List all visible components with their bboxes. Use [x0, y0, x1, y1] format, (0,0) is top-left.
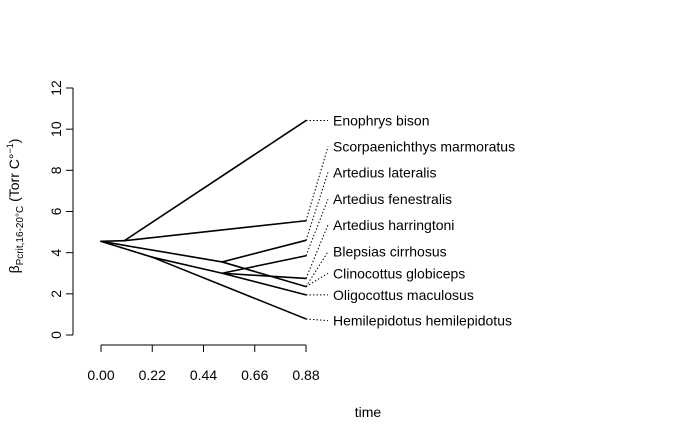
x-tick-label: 0.22: [139, 367, 166, 383]
tip-labels: Enophrys bison Scorpaenichthys marmoratus…: [333, 113, 515, 329]
x-tick-label: 0.66: [241, 367, 268, 383]
x-tick-label: 0.44: [190, 367, 217, 383]
tip-connector: [305, 224, 329, 279]
y-tick-label: 10: [48, 121, 64, 137]
y-tick-label: 12: [48, 80, 64, 96]
tip-label: Enophrys bison: [333, 113, 430, 129]
tip-connector: [305, 172, 329, 241]
x-tick-label: 0.00: [87, 367, 114, 383]
tree-branches: [100, 119, 307, 320]
y-tick-label: 8: [48, 166, 64, 174]
tree-branch: [123, 219, 307, 242]
y-tick-label: 4: [48, 249, 64, 257]
y-tick-label: 2: [48, 290, 64, 298]
tip-label: Blepsias cirrhosus: [333, 244, 447, 260]
tip-connector: [305, 251, 329, 287]
tip-label: Scorpaenichthys marmoratus: [333, 139, 515, 155]
tip-connector: [305, 318, 329, 322]
tip-label: Clinocottus globiceps: [333, 265, 465, 281]
y-tick-label: 0: [48, 331, 64, 339]
y-axis-title: βPcrit,16-20°C (Torr C°−1): [5, 139, 26, 274]
tip-label: Artedius fenestralis: [333, 191, 452, 207]
y-title-symbol: β: [6, 265, 22, 273]
y-tick-label: 6: [48, 207, 64, 215]
tree-branch: [100, 240, 223, 263]
tree-branch: [221, 272, 307, 280]
tip-connector: [305, 272, 329, 288]
tip-label-connectors: [305, 120, 329, 322]
tip-label: Hemilepidotus hemilepidotus: [333, 313, 512, 329]
y-title-unit: (Torr C°: [6, 154, 22, 206]
tip-label: Oligocottus maculosus: [333, 287, 474, 303]
tree-branch: [151, 256, 223, 275]
x-axis: 0.00 0.22 0.44 0.66 0.88: [87, 344, 320, 383]
y-title-unit-close: ): [6, 139, 22, 144]
y-title-subscript: Pcrit,16-20°C: [15, 206, 26, 266]
y-title-superscript: −1: [5, 143, 15, 153]
tree-branch: [221, 261, 307, 288]
tree-branch: [221, 254, 307, 275]
tree-branch: [221, 272, 307, 296]
tip-connector: [305, 146, 329, 221]
x-tick-label: 0.88: [292, 367, 319, 383]
tip-connector: [305, 198, 329, 256]
tip-label: Artedius harringtoni: [333, 217, 454, 233]
x-axis-title: time: [355, 404, 382, 420]
y-axis: 0 2 4 6 8 10 12: [48, 80, 74, 339]
tip-label: Artedius lateralis: [333, 164, 437, 180]
tree-branch: [100, 240, 154, 258]
tree-branch: [221, 239, 307, 263]
tree-branch: [123, 119, 307, 242]
tree-branch: [151, 256, 307, 320]
